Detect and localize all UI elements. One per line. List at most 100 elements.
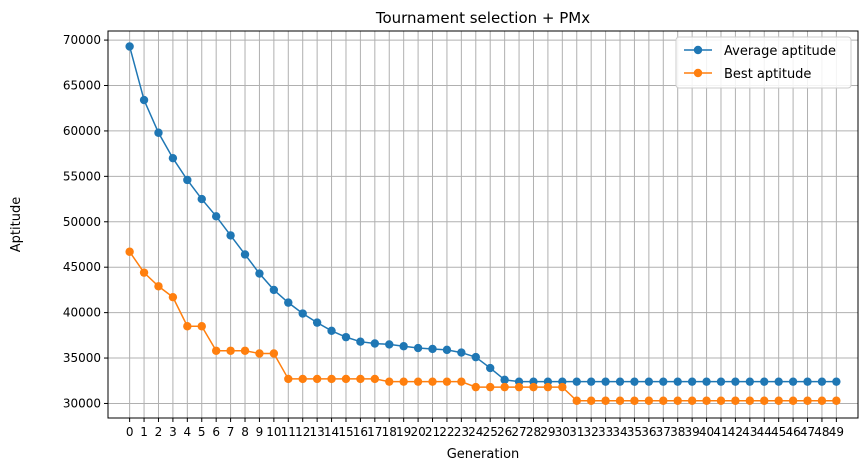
best-aptitude-point	[486, 382, 495, 392]
average-aptitude-point	[312, 318, 322, 327]
y-tick-label: 55000	[63, 169, 101, 183]
x-tick-label: 37	[656, 425, 671, 439]
x-tick-label: 10	[266, 425, 281, 439]
best-aptitude-point	[284, 374, 293, 384]
x-tick-label: 36	[641, 425, 656, 439]
best-aptitude-point	[240, 346, 250, 355]
average-aptitude-point	[615, 377, 625, 386]
best-aptitude-point	[673, 396, 682, 405]
y-tick-label: 40000	[63, 306, 101, 320]
average-aptitude-point	[413, 343, 423, 353]
legend-label-average-aptitude: Average aptitude	[724, 44, 836, 59]
x-tick-label: 34	[612, 425, 627, 439]
x-tick-label: 19	[396, 425, 411, 439]
best-aptitude-point	[644, 396, 654, 405]
average-aptitude-point	[183, 175, 192, 185]
best-aptitude-point	[659, 396, 668, 405]
x-tick-label: 16	[353, 425, 368, 439]
best-aptitude-point	[745, 396, 755, 405]
best-aptitude-point	[298, 374, 307, 384]
y-tick-label: 65000	[63, 79, 101, 93]
x-tick-label: 41	[713, 425, 728, 439]
average-aptitude-point	[788, 377, 798, 386]
x-tick-label: 1	[140, 425, 148, 439]
legend-box	[675, 36, 852, 89]
x-tick-label: 2	[155, 425, 163, 439]
best-aptitude-point	[312, 374, 322, 384]
y-tick-label: 70000	[63, 33, 101, 47]
x-tick-label: 4	[184, 425, 192, 439]
best-aptitude-point	[514, 382, 524, 392]
best-aptitude-point	[139, 268, 149, 277]
average-aptitude-point	[356, 337, 365, 346]
best-aptitude-point	[471, 382, 480, 392]
x-tick-label: 27	[511, 425, 526, 439]
average-aptitude-point	[327, 326, 336, 335]
x-tick-label: 13	[309, 425, 324, 439]
x-tick-label: 3	[169, 425, 177, 439]
x-tick-label: 7	[227, 425, 235, 439]
x-tick-label: 28	[526, 425, 541, 439]
x-tick-label: 17	[367, 425, 382, 439]
x-tick-label: 12	[295, 425, 310, 439]
x-tick-label: 35	[627, 425, 642, 439]
x-tick-label: 30	[555, 425, 570, 439]
best-aptitude-point	[817, 396, 827, 405]
best-aptitude-point	[702, 396, 711, 405]
y-tick-label: 35000	[63, 351, 101, 365]
best-aptitude-point	[615, 396, 625, 405]
average-aptitude-point	[572, 377, 581, 386]
x-tick-label: 22	[439, 425, 454, 439]
average-aptitude-point	[659, 377, 668, 386]
x-tick-label: 11	[281, 425, 296, 439]
x-tick-label: 26	[497, 425, 512, 439]
legend-label-best-aptitude: Best aptitude	[724, 67, 811, 82]
average-aptitude-point	[644, 377, 654, 386]
best-aptitude-point	[125, 247, 134, 256]
best-aptitude-point	[211, 346, 221, 355]
best-aptitude-point	[226, 346, 235, 355]
best-aptitude-point	[687, 396, 697, 405]
average-aptitude-point	[817, 377, 827, 386]
average-aptitude-point	[687, 377, 697, 386]
x-tick-label: 44	[757, 425, 772, 439]
best-aptitude-point	[428, 377, 437, 386]
best-aptitude-point	[183, 322, 192, 331]
average-aptitude-point	[399, 342, 408, 351]
average-aptitude-line	[128, 46, 837, 383]
x-tick-label: 38	[670, 425, 685, 439]
average-aptitude-point	[211, 212, 221, 221]
y-tick-label: 30000	[63, 396, 101, 410]
average-aptitude-point	[154, 128, 163, 137]
y-tick-label: 45000	[63, 260, 101, 274]
average-aptitude-point	[774, 377, 783, 386]
average-aptitude-point	[716, 377, 726, 386]
best-aptitude-point	[457, 377, 466, 386]
x-tick-label: 8	[241, 425, 249, 439]
average-aptitude-point	[630, 377, 639, 386]
x-tick-label: 49	[829, 425, 844, 439]
average-aptitude-point	[370, 339, 380, 348]
average-aptitude-point	[442, 345, 452, 355]
average-aptitude-point	[139, 95, 149, 105]
best-aptitude-point	[442, 377, 452, 386]
x-tick-label: 33	[598, 425, 613, 439]
x-tick-label: 48	[814, 425, 829, 439]
average-aptitude-point	[486, 363, 495, 373]
best-aptitude-point	[385, 377, 394, 386]
best-aptitude-point	[327, 374, 336, 384]
ticks: 0 1 2 3 4 5 6 7 8 9 10 11 12 13 14 15 16 17 18 19 20 21 22 23 24…	[63, 33, 844, 439]
best-aptitude-point	[803, 396, 812, 405]
best-aptitude-point	[197, 322, 206, 331]
average-aptitude-point	[298, 309, 307, 318]
best-aptitude-point	[543, 382, 553, 392]
best-aptitude-point	[716, 396, 726, 405]
x-tick-label: 5	[198, 425, 206, 439]
average-aptitude-point	[168, 153, 178, 163]
y-tick-label: 60000	[63, 124, 101, 138]
best-aptitude-point	[255, 349, 264, 358]
x-tick-label: 0	[126, 425, 134, 439]
average-aptitude-point	[226, 231, 235, 240]
